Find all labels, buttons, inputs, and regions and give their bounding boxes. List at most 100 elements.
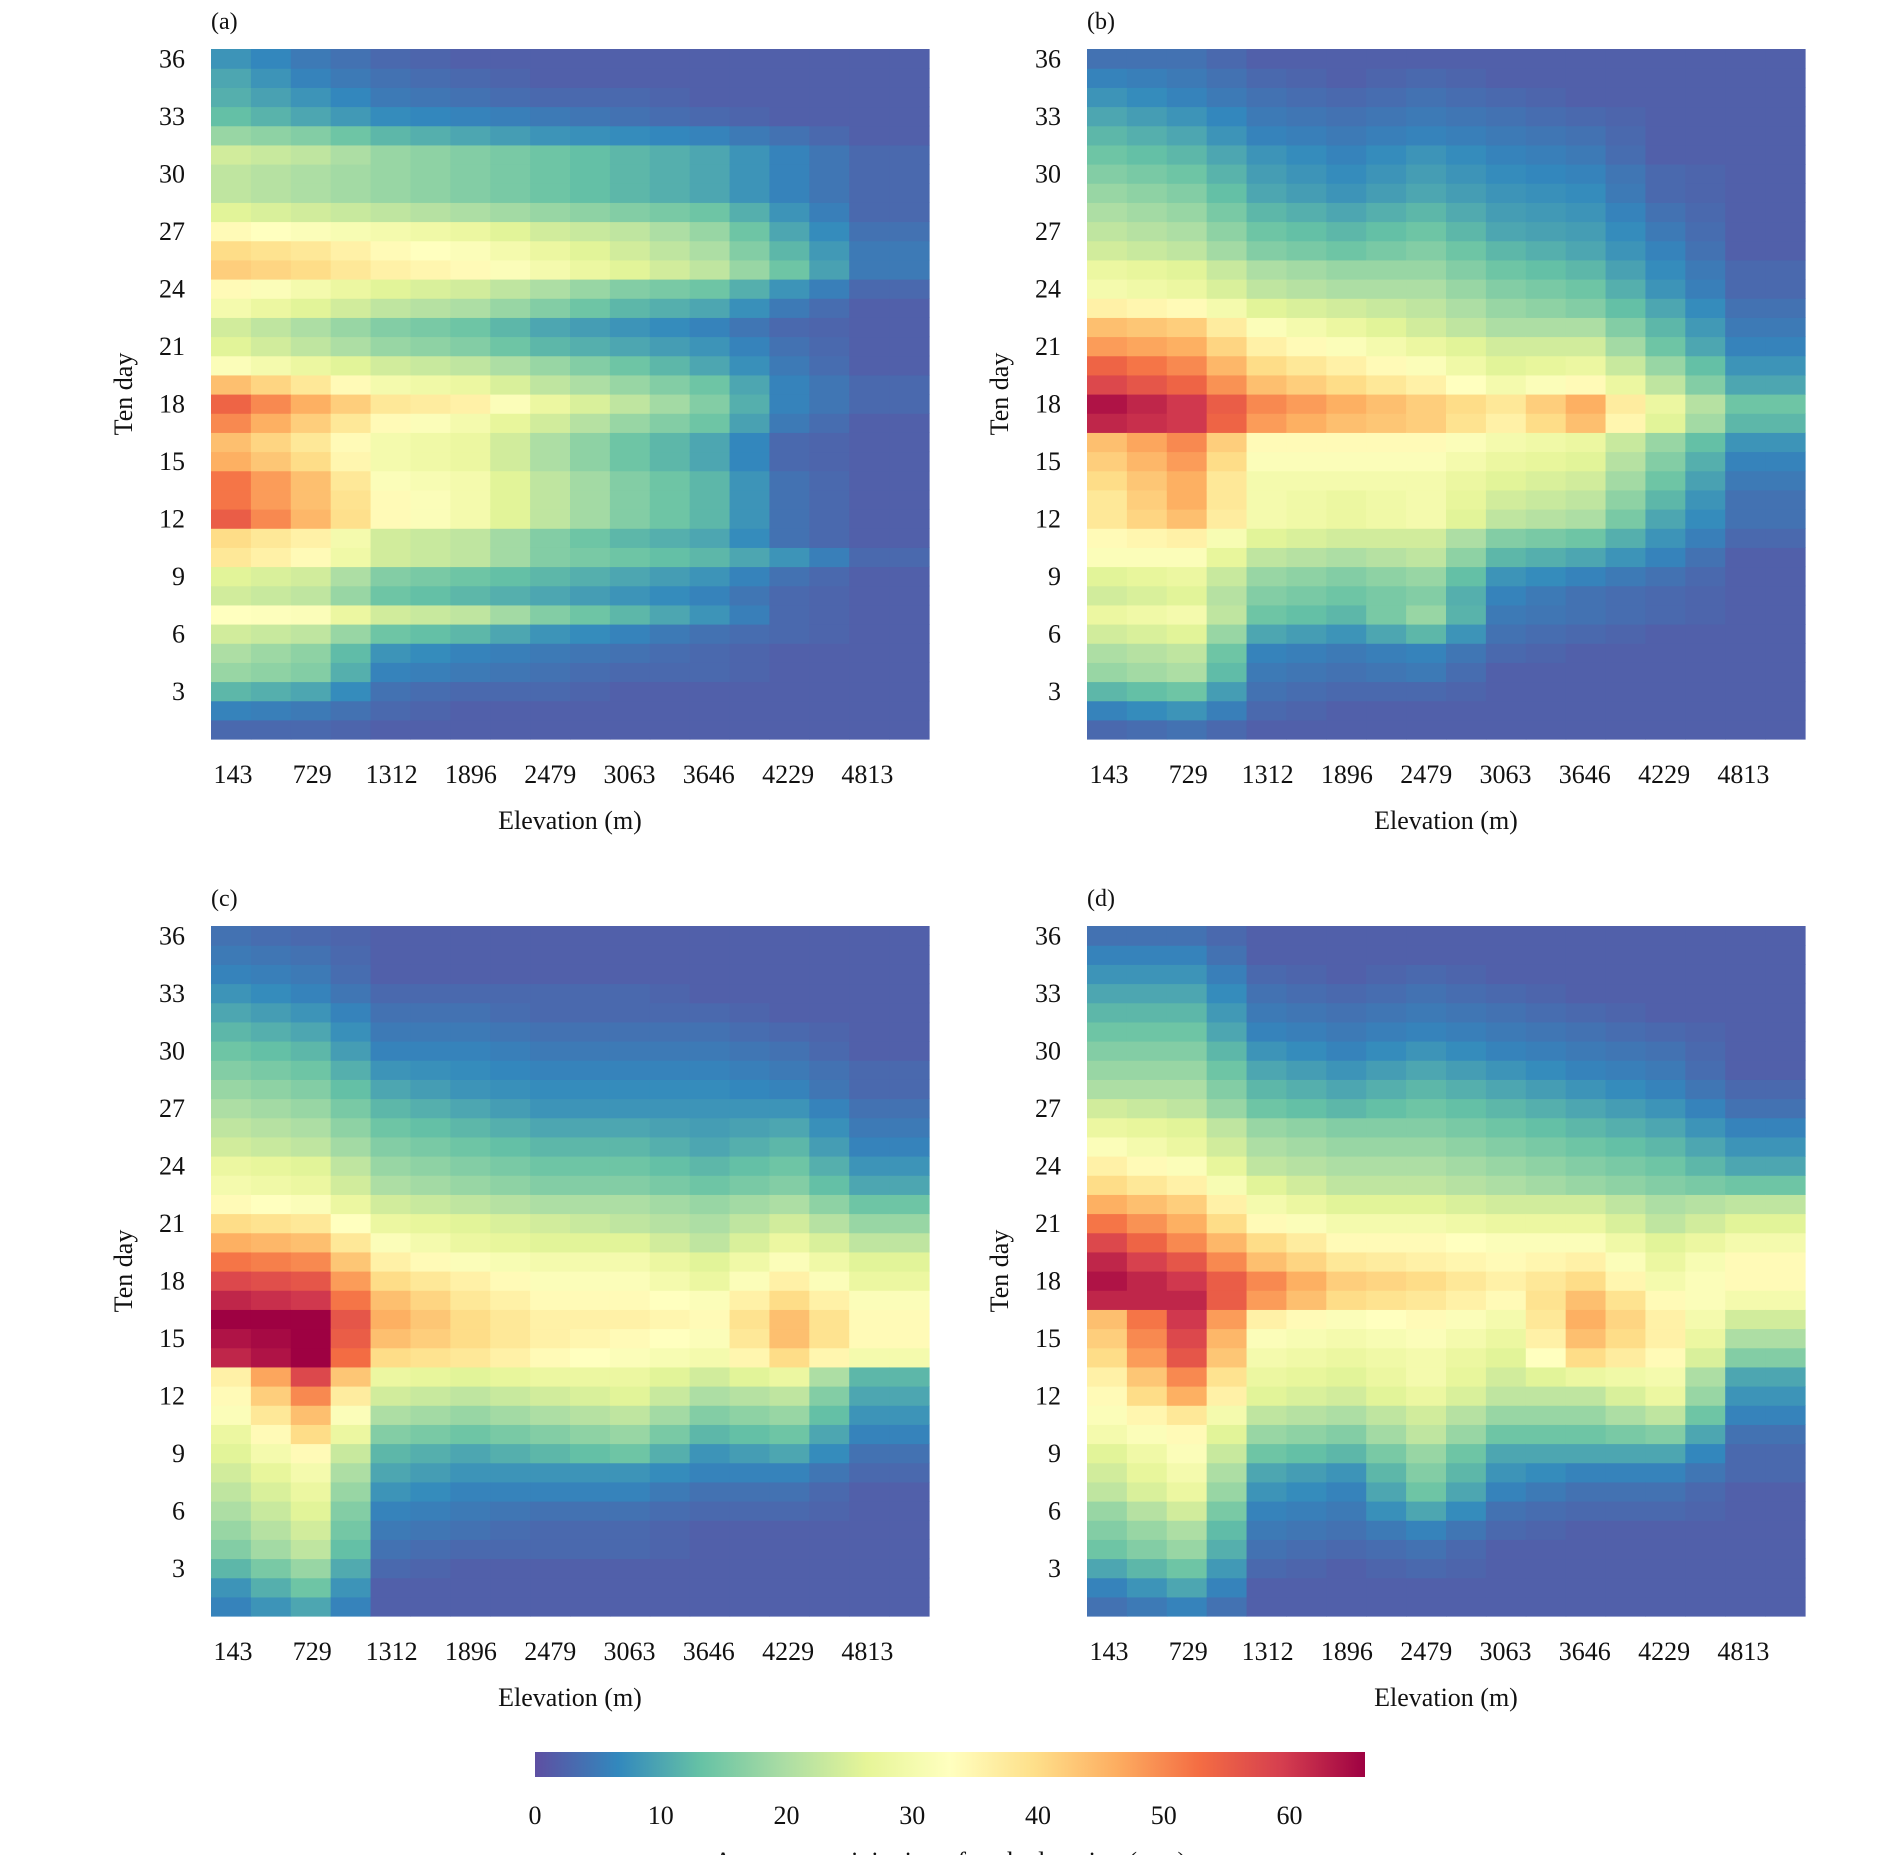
heatmap-cell: [729, 355, 771, 376]
heatmap-cell: [1246, 259, 1288, 280]
heatmap-cell: [849, 1347, 890, 1368]
heatmap-cell: [849, 1079, 890, 1100]
heatmap-cell: [1087, 1596, 1128, 1617]
heatmap-cell: [1087, 700, 1128, 721]
heatmap-cell: [1446, 1079, 1487, 1100]
heatmap-cell: [1246, 662, 1288, 683]
heatmap-cell: [1485, 1232, 1527, 1253]
heatmap-cell: [689, 1462, 731, 1483]
heatmap-cell: [1565, 432, 1607, 453]
heatmap-cell: [1485, 1462, 1527, 1483]
heatmap-cell: [1326, 317, 1367, 338]
heatmap-cell: [889, 681, 930, 702]
heatmap-cell: [290, 1002, 332, 1023]
heatmap-cell: [649, 1501, 691, 1521]
heatmap-cell: [1326, 1539, 1367, 1560]
heatmap-cell: [649, 1156, 691, 1176]
heatmap-cell: [330, 1596, 372, 1617]
heatmap-cell: [490, 144, 531, 165]
heatmap-cell: [530, 719, 571, 740]
heatmap-cell: [849, 144, 890, 165]
heatmap-cell: [769, 566, 810, 587]
heatmap-cell: [330, 1328, 372, 1349]
heatmap-cell: [1166, 1290, 1208, 1310]
heatmap-cell: [1645, 1328, 1686, 1349]
heatmap-cell: [410, 1175, 451, 1195]
heatmap-cell: [570, 317, 611, 338]
heatmap-cell: [450, 1558, 491, 1579]
heatmap-cell: [1206, 1002, 1248, 1023]
heatmap-cell: [450, 566, 491, 587]
heatmap-cell: [530, 106, 571, 127]
heatmap-cell: [250, 1539, 292, 1560]
heatmap-cell: [729, 1098, 771, 1119]
heatmap-cell: [330, 336, 372, 357]
heatmap-cell: [689, 68, 731, 88]
heatmap-cell: [1765, 1462, 1806, 1483]
heatmap-cell: [1605, 68, 1647, 88]
heatmap-cell: [1725, 1520, 1766, 1540]
heatmap-cell: [1286, 926, 1327, 946]
heatmap-cell: [1087, 221, 1128, 242]
heatmap-cell: [1166, 1041, 1208, 1061]
heatmap-cell: [1246, 298, 1288, 318]
heatmap-cell: [290, 1232, 332, 1253]
heatmap-cell: [330, 279, 372, 299]
heatmap-cell: [530, 1405, 571, 1425]
heatmap-cell: [290, 1117, 332, 1138]
heatmap-cell: [1087, 144, 1128, 165]
heatmap-cell: [450, 983, 491, 1004]
heatmap-cell: [649, 1347, 691, 1368]
heatmap-cell: [1166, 1194, 1208, 1215]
heatmap-cell: [1765, 183, 1806, 203]
heatmap-cell: [1725, 585, 1766, 606]
heatmap-cell: [1765, 1213, 1806, 1234]
heatmap-cell: [1725, 1577, 1766, 1598]
heatmap-cell: [211, 926, 252, 946]
heatmap-cell: [1087, 964, 1128, 985]
heatmap-cell: [330, 1405, 372, 1425]
heatmap-cell: [649, 1117, 691, 1138]
heatmap-cell: [1645, 700, 1686, 721]
heatmap-cell: [1126, 1117, 1168, 1138]
heatmap-cell: [1326, 125, 1367, 146]
heatmap-cell: [1765, 317, 1806, 338]
heatmap-cell: [490, 68, 531, 88]
heatmap-cell: [250, 926, 292, 946]
heatmap-cell: [290, 1175, 332, 1195]
heatmap-cell: [370, 566, 412, 587]
heatmap-cell: [290, 1079, 332, 1100]
heatmap-cell: [1406, 68, 1447, 88]
heatmap-cell: [809, 1136, 850, 1157]
heatmap-cell: [410, 624, 451, 644]
heatmap-cell: [1246, 432, 1288, 453]
heatmap-cell: [609, 183, 651, 203]
heatmap-cell: [1206, 125, 1248, 146]
heatmap-cell: [570, 1309, 611, 1330]
heatmap-cell: [211, 317, 252, 338]
heatmap-cell: [809, 221, 850, 242]
heatmap-cell: [1087, 202, 1128, 223]
heatmap-cell: [1126, 87, 1168, 108]
heatmap-cell: [1286, 1405, 1327, 1425]
heatmap-cell: [450, 1481, 491, 1502]
heatmap-cell: [889, 1098, 930, 1119]
heatmap-cell: [1485, 68, 1527, 88]
heatmap-cell: [809, 355, 850, 376]
heatmap-cell: [490, 1558, 531, 1579]
heatmap-cell: [769, 432, 810, 453]
heatmap-cell: [250, 183, 292, 203]
heatmap-cell: [1087, 106, 1128, 127]
heatmap-cell: [1087, 528, 1128, 548]
heatmap-cell: [1605, 1577, 1647, 1598]
heatmap-cell: [1206, 1539, 1248, 1560]
y-axis-label: Ten day: [985, 1230, 1014, 1313]
heatmap-cell: [1246, 1462, 1288, 1483]
heatmap-cell: [1765, 49, 1806, 69]
heatmap-cell: [1087, 719, 1128, 740]
heatmap-cell: [450, 681, 491, 702]
heatmap-cell: [530, 1309, 571, 1330]
heatmap-cell: [250, 470, 292, 491]
heatmap-cell: [1725, 221, 1766, 242]
heatmap-cell: [410, 604, 451, 625]
